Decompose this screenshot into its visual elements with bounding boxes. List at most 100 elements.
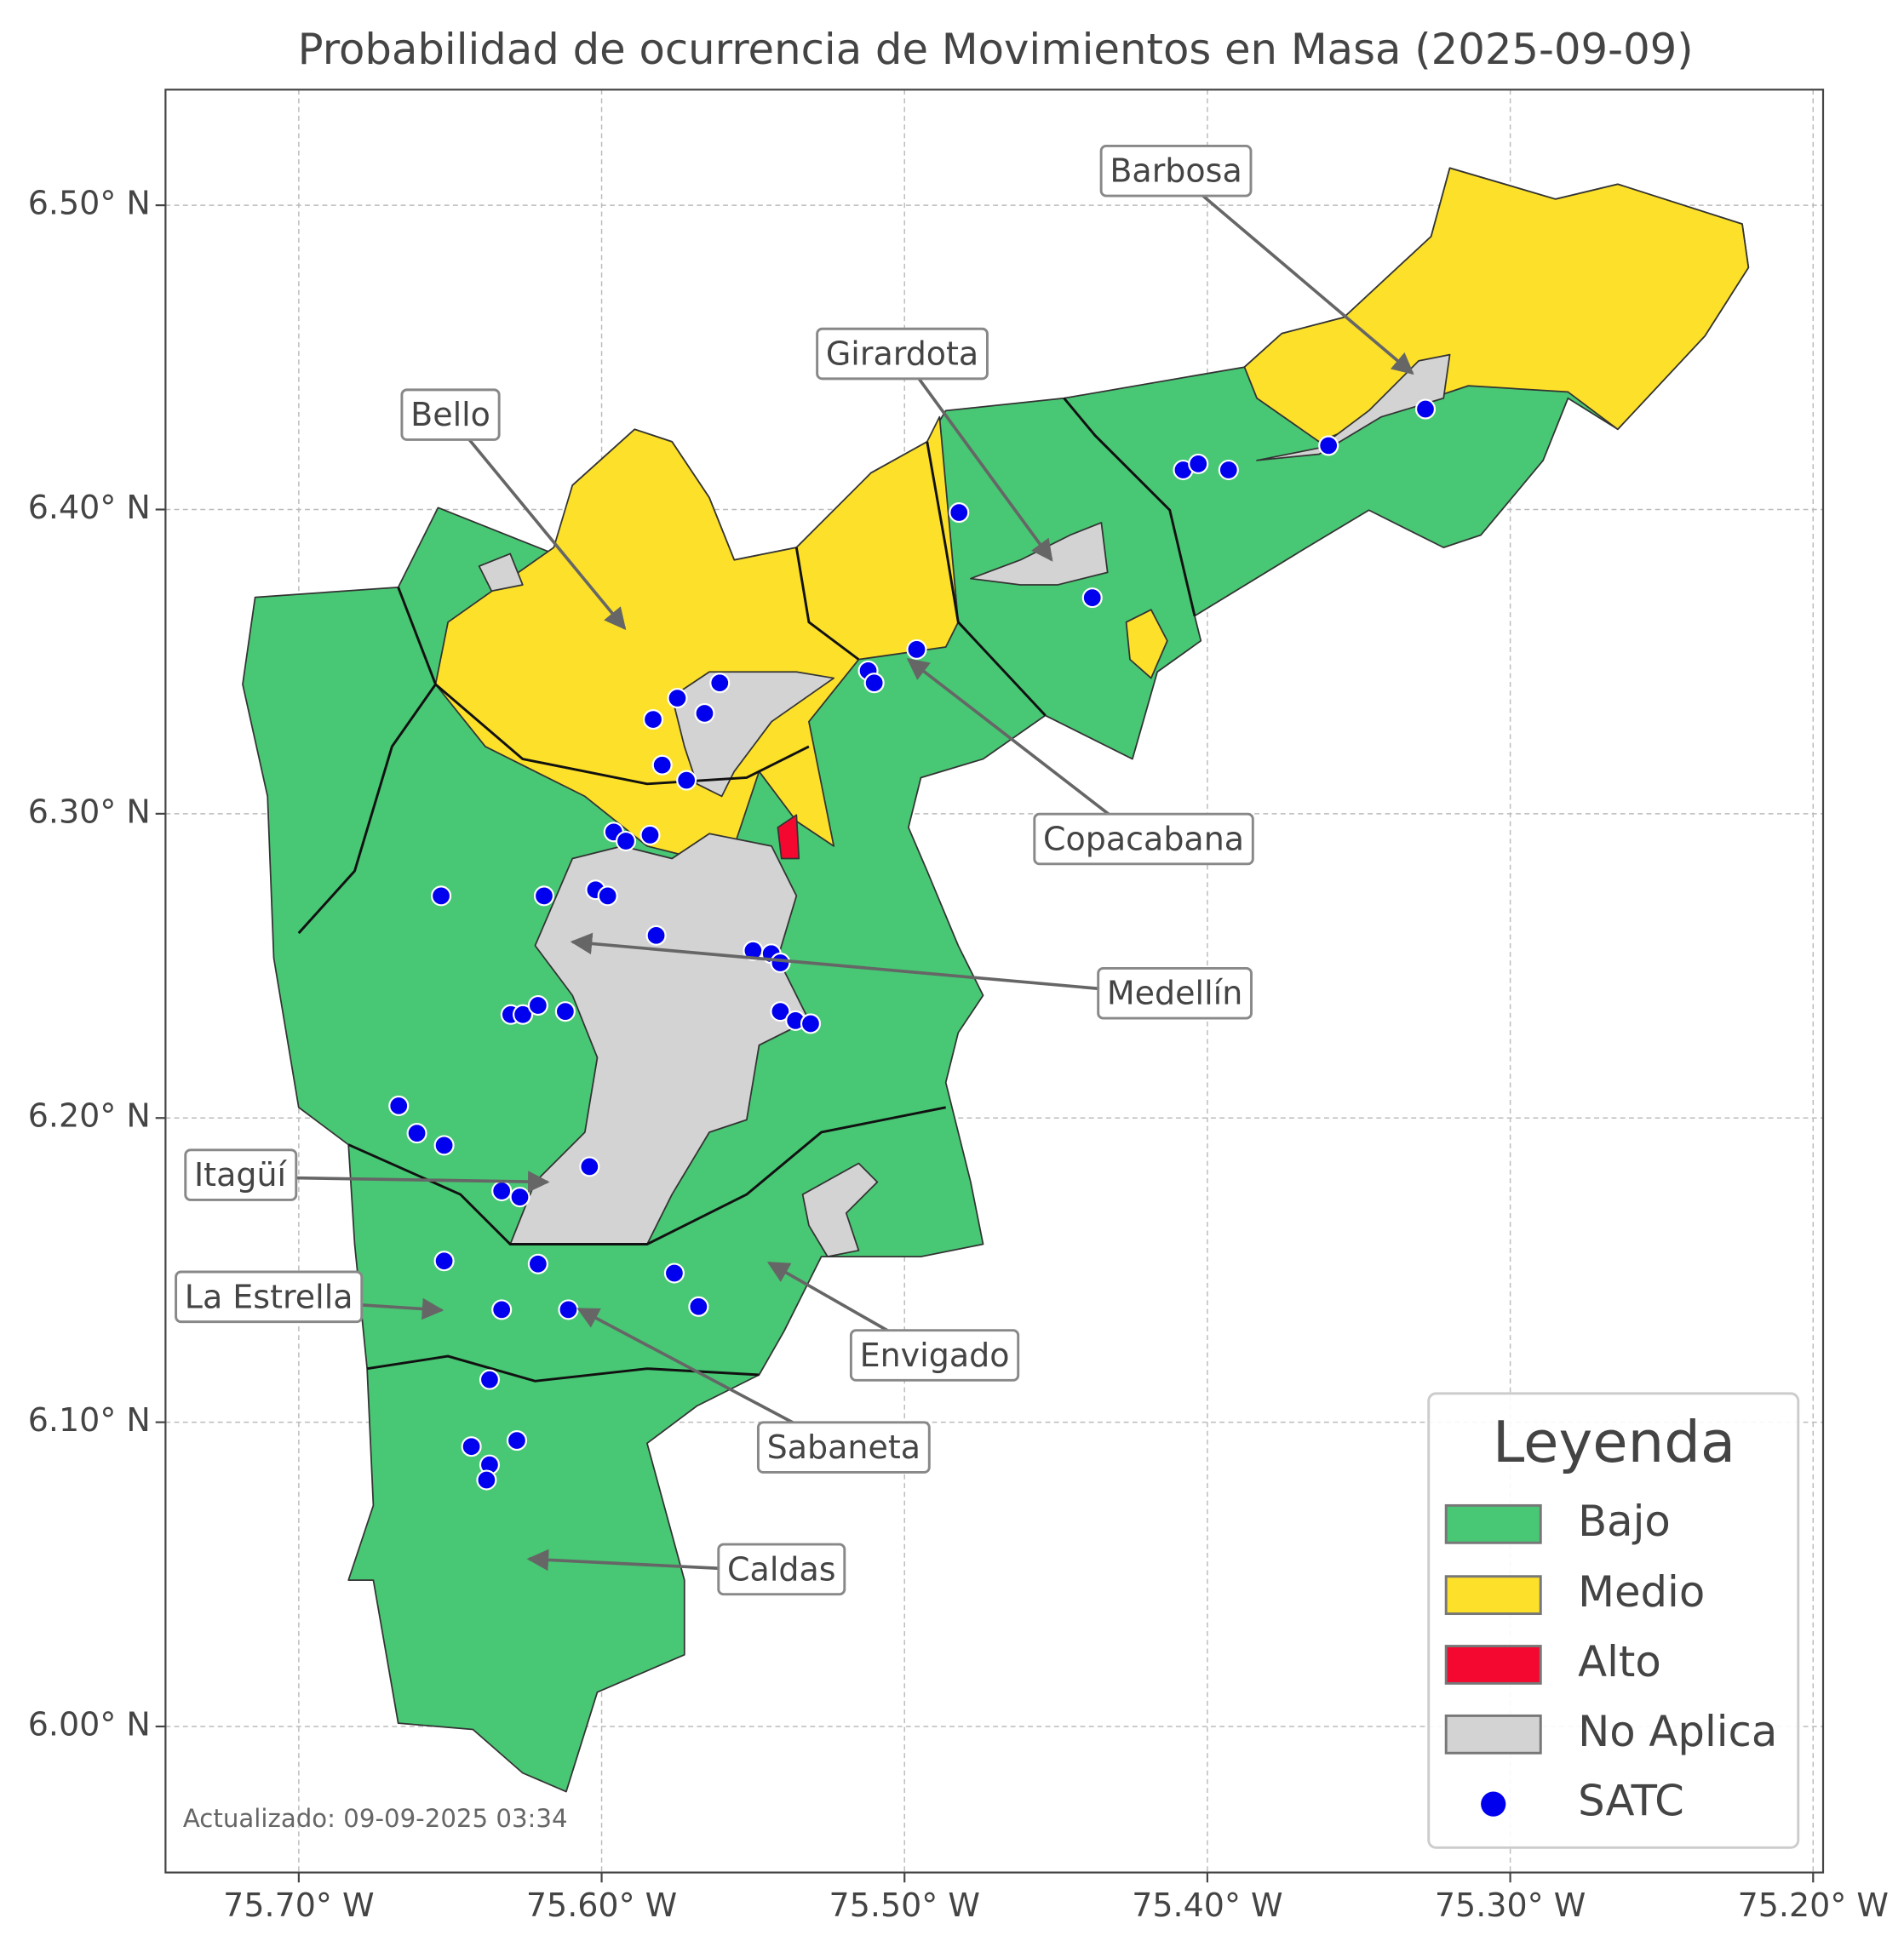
region-no-aplica — [1256, 353, 1451, 461]
region-no-aplica — [801, 1162, 879, 1258]
legend-marker — [1481, 1791, 1506, 1817]
x-tick-label: 75.20° W — [1738, 1887, 1889, 1924]
satc-point — [800, 1013, 822, 1034]
annotation: Caldas — [526, 1543, 846, 1596]
x-tick-label: 75.60° W — [526, 1887, 677, 1924]
boundary — [297, 587, 438, 935]
satc-point — [388, 1095, 410, 1117]
y-tick-label: 6.50° N — [28, 185, 151, 222]
satc-point — [579, 1156, 600, 1177]
region-medio — [434, 415, 960, 860]
annotation: Girardota — [816, 327, 1053, 562]
satc-point — [433, 1135, 455, 1156]
y-tick-label: 6.10° N — [28, 1401, 151, 1439]
annotation-label: Envigado — [860, 1337, 1010, 1374]
satc-point — [554, 1001, 576, 1022]
annotation-label: Sabaneta — [767, 1429, 920, 1466]
satc-point — [694, 702, 715, 724]
annotation-label: Caldas — [727, 1550, 836, 1588]
annotation-label: Copacabana — [1043, 821, 1244, 858]
x-tick-label: 75.70° W — [223, 1887, 374, 1924]
annotation-label: Itagüí — [194, 1156, 288, 1194]
satc-point — [642, 709, 664, 730]
annotations: Barbosa Girardota Bello Copacabana Medellín I… — [175, 144, 1414, 1596]
satc-point — [1081, 587, 1103, 609]
annotation-box — [1033, 812, 1254, 866]
y-tick-label: 6.40° N — [28, 489, 151, 526]
footer: Actualizado: 09-09-2025 03:34 — [183, 1804, 568, 1833]
x-tick-label: 75.40° W — [1132, 1887, 1282, 1924]
satc-points — [388, 398, 1437, 1491]
satc-point — [770, 952, 791, 974]
satc-point — [645, 925, 667, 946]
satc-point — [1218, 459, 1239, 481]
satc-point — [663, 1263, 685, 1284]
plot-frame — [164, 89, 1825, 1874]
satc-point — [476, 1469, 497, 1491]
annotation-arrow — [570, 932, 1175, 998]
annotation-box — [400, 388, 501, 441]
region-alto — [777, 814, 800, 860]
annotation-arrow — [906, 658, 1145, 843]
satc-point — [509, 1187, 530, 1208]
satc-point — [527, 994, 548, 1016]
legend-swatch — [1444, 1503, 1542, 1544]
region-medio — [1125, 609, 1168, 679]
satc-point — [770, 1001, 791, 1022]
satc-point — [863, 673, 885, 694]
legend-swatch — [1444, 1645, 1542, 1685]
satc-point — [906, 638, 927, 660]
satc-point — [615, 830, 637, 852]
annotation-label: Barbosa — [1110, 152, 1242, 190]
y-tick-label: 6.30° N — [28, 793, 151, 830]
satc-point — [513, 1004, 534, 1025]
annotation: Barbosa — [1099, 144, 1414, 375]
legend-label: SATC — [1578, 1777, 1684, 1826]
annotation: La Estrella — [175, 1270, 444, 1324]
satc-point — [406, 1123, 427, 1144]
annotation-label: Medellín — [1107, 975, 1242, 1012]
legend-swatch — [1444, 1714, 1542, 1755]
satc-point — [1318, 435, 1339, 456]
satc-point — [527, 1253, 548, 1274]
legend-label: Alto — [1578, 1637, 1661, 1686]
satc-point — [667, 688, 688, 709]
regions — [242, 167, 1750, 1793]
boundary — [366, 1354, 760, 1383]
region-no-aplica — [671, 671, 835, 798]
satc-point — [491, 1180, 513, 1202]
satc-point — [1414, 398, 1437, 420]
legend-title: Leyenda — [1493, 1409, 1735, 1475]
annotation-box — [184, 1148, 298, 1201]
satc-point — [506, 1430, 528, 1451]
satc-point — [597, 885, 618, 907]
annotation-box — [175, 1270, 364, 1324]
satc-point — [688, 1296, 709, 1317]
region-no-aplica — [478, 553, 524, 593]
x-tick-label: 75.50° W — [829, 1887, 980, 1924]
satc-point — [709, 673, 731, 694]
y-tick-label: 6.00° N — [28, 1706, 151, 1743]
annotation-box — [1099, 144, 1253, 198]
satc-point — [1188, 453, 1209, 474]
annotation-label: La Estrella — [185, 1278, 353, 1315]
annotation: Sabaneta — [576, 1307, 931, 1474]
annotation-box — [849, 1329, 1020, 1382]
satc-point — [558, 1299, 579, 1320]
map-title: Probabilidad de ocurrencia de Movimiento… — [298, 25, 1694, 74]
annotation-arrow — [901, 354, 1053, 562]
legend: Leyenda Bajo Medio Alto No Aplica SATC — [1427, 1392, 1800, 1849]
annotation-box — [717, 1543, 846, 1596]
annotation: Bello — [400, 388, 627, 631]
annotation-box — [756, 1421, 931, 1474]
satc-point — [533, 885, 555, 907]
legend-label: No Aplica — [1578, 1707, 1777, 1756]
legend-label: Bajo — [1578, 1497, 1671, 1546]
satc-point — [639, 824, 661, 845]
annotation-label: Girardota — [826, 335, 978, 373]
satc-point — [479, 1369, 501, 1390]
satc-point — [491, 1299, 513, 1320]
legend-swatch — [1444, 1575, 1542, 1616]
